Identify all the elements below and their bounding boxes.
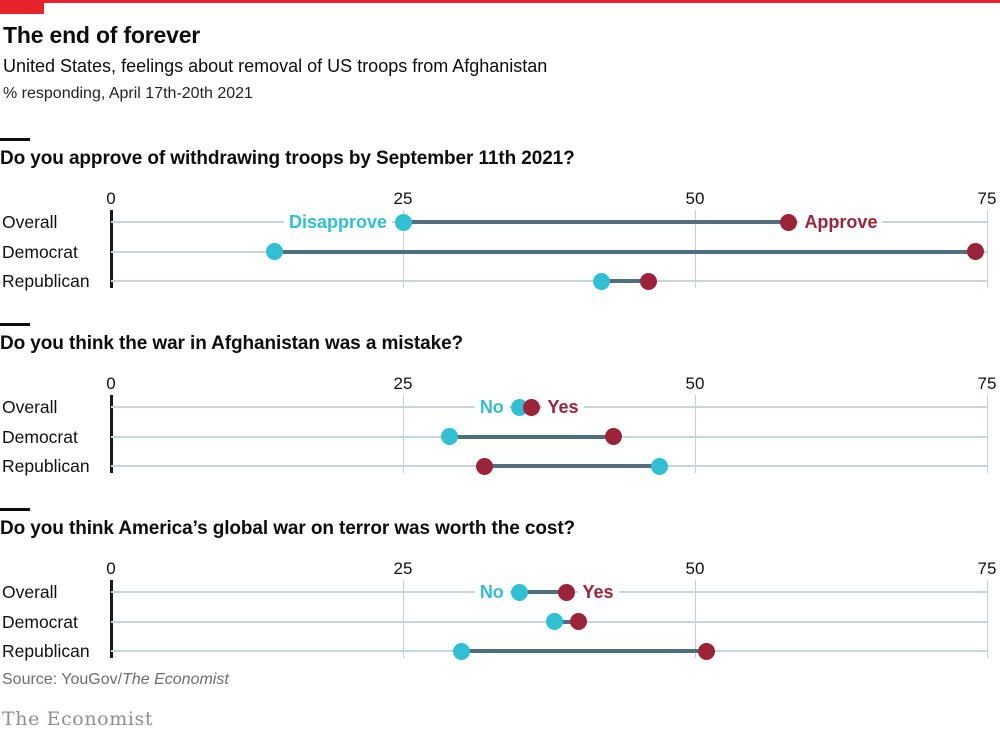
approve-dot [779, 213, 797, 231]
chart-approve-withdrawal: Do you approve of withdrawing troops by … [0, 138, 1000, 310]
section-marker [0, 138, 30, 141]
yes-dot [604, 428, 622, 445]
page-note: % responding, April 17th-20th 2021 [3, 85, 253, 102]
x-tick-label: 75 [977, 559, 997, 578]
x-tick-label: 0 [106, 189, 116, 208]
grid-line [402, 395, 404, 473]
category-label: Democrat [2, 426, 78, 447]
x-tick-label: 75 [977, 189, 997, 208]
section-marker [0, 323, 30, 326]
source-note: Source: YouGov/The Economist [2, 671, 229, 689]
chart-war-on-terror-cost: Do you think America’s global war on ter… [0, 508, 1000, 680]
grid-line [402, 580, 404, 658]
dumbbell-connector [519, 590, 567, 594]
series-label-left: No [474, 396, 509, 418]
dumbbell-connector [461, 649, 707, 653]
category-label: Overall [2, 397, 58, 417]
chart-title: Do you think the war in Afghanistan was … [0, 333, 464, 354]
no-dot [441, 428, 459, 445]
grid-line [986, 395, 988, 473]
economist-wordmark: The Economist [2, 708, 154, 730]
brand-red-tab [0, 0, 44, 14]
top-red-rule [0, 0, 1000, 3]
chart-war-mistake: Do you think the war in Afghanistan was … [0, 323, 1000, 495]
disapprove-dot [394, 213, 412, 231]
category-label: Republican [2, 456, 90, 476]
yes-dot [522, 398, 540, 416]
series-label-left: No [474, 581, 509, 603]
page-title: The end of forever [3, 22, 201, 48]
category-label: Democrat [2, 611, 78, 632]
no-dot [452, 642, 470, 660]
grid-line [986, 210, 988, 288]
series-label-right: Yes [577, 581, 619, 603]
x-tick-label: 0 [106, 559, 116, 578]
grid-line [402, 210, 404, 288]
axis-zero-line [109, 395, 113, 473]
dumbbell-connector [449, 434, 614, 439]
source-prefix: Source: YouGov/ [2, 671, 123, 688]
dumbbell-connector [403, 220, 789, 224]
dumbbell-connector [554, 619, 579, 624]
yes-dot [476, 457, 494, 475]
disapprove-dot [593, 272, 611, 290]
x-tick-label: 50 [685, 374, 705, 393]
category-label: Democrat [2, 241, 78, 262]
section-marker [0, 508, 30, 511]
x-tick-label: 25 [393, 189, 413, 208]
x-tick-label: 25 [393, 374, 413, 393]
axis-zero-line [109, 210, 113, 288]
grid-line [694, 210, 696, 288]
grid-line [986, 580, 988, 658]
dumbbell-connector [484, 464, 660, 468]
row-baseline [111, 280, 987, 282]
axis-zero-line [109, 580, 113, 658]
series-label-left: Disapprove [283, 211, 392, 233]
yes-dot [698, 642, 716, 660]
disapprove-dot [266, 243, 284, 260]
x-tick-label: 50 [685, 189, 705, 208]
dumbbell-connector [601, 279, 649, 283]
no-dot [651, 457, 669, 475]
yes-dot [569, 613, 587, 630]
approve-dot [966, 243, 984, 260]
chart-title: Do you think America’s global war on ter… [0, 518, 576, 539]
category-label: Overall [2, 582, 58, 602]
dumbbell-connector [274, 249, 976, 254]
approve-dot [639, 272, 657, 290]
x-tick-label: 50 [685, 559, 705, 578]
no-dot [546, 613, 564, 630]
chart-title: Do you approve of withdrawing troops by … [0, 148, 575, 169]
source-publication: The Economist [122, 671, 229, 688]
series-label-right: Yes [542, 396, 584, 418]
grid-line [694, 580, 696, 658]
category-label: Overall [2, 212, 58, 232]
page-subtitle: United States, feelings about removal of… [3, 56, 548, 76]
yes-dot [558, 583, 576, 601]
no-dot [511, 583, 529, 601]
category-label: Republican [2, 271, 90, 291]
category-label: Republican [2, 641, 90, 661]
x-tick-label: 25 [393, 559, 413, 578]
grid-line [694, 395, 696, 473]
series-label-right: Approve [799, 211, 883, 233]
x-tick-label: 75 [977, 374, 997, 393]
x-tick-label: 0 [106, 374, 116, 393]
